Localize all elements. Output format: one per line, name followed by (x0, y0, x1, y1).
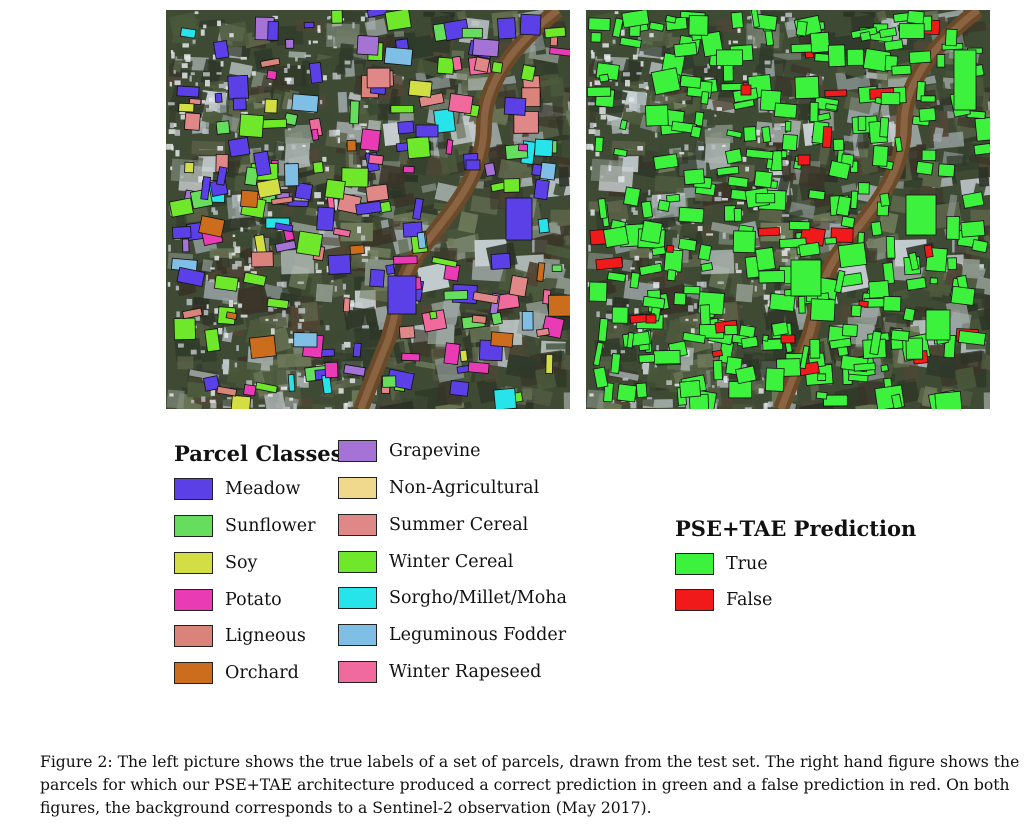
legend-swatch (174, 552, 213, 574)
legend-label: Soy (225, 553, 258, 573)
legend-class-item-orchard: Orchard (174, 660, 299, 686)
legend-swatch (338, 514, 377, 536)
legend-swatch (174, 662, 213, 684)
legend-label: Ligneous (225, 626, 306, 646)
prediction-map-image (586, 10, 990, 409)
legend-label: Meadow (225, 479, 301, 499)
legend-label: False (726, 590, 773, 610)
legend-swatch (174, 515, 213, 537)
legend-label: Orchard (225, 663, 299, 683)
legend-label: Sunflower (225, 516, 316, 536)
legend-prediction-item-true: True (675, 551, 768, 577)
legend-class-item-summer-cereal: Summer Cereal (338, 512, 528, 538)
legend-label: Summer Cereal (389, 515, 529, 535)
prediction-map (586, 10, 990, 409)
legend-label: Winter Cereal (389, 552, 514, 572)
legend-label: Sorgho/Millet/Moha (389, 588, 567, 608)
legend-class-item-soy: Soy (174, 550, 257, 576)
legend-class-item-meadow: Meadow (174, 476, 300, 502)
legend-class-item-sunflower: Sunflower (174, 513, 315, 539)
legend-class-item-winter-cereal: Winter Cereal (338, 549, 513, 575)
legend-label: Non-Agricultural (389, 478, 540, 498)
legend-swatch (174, 478, 213, 500)
legend-swatch (675, 553, 714, 575)
legend-swatch (338, 477, 377, 499)
legend-swatch (338, 587, 377, 609)
legend-label: Winter Rapeseed (389, 662, 542, 682)
legend-class-item-ligneous: Ligneous (174, 623, 306, 649)
legend-swatch (338, 624, 377, 646)
legend-class-item-winter-rapeseed: Winter Rapeseed (338, 659, 541, 685)
legend-classes-title: Parcel Classes (174, 441, 343, 466)
legend-label: Leguminous Fodder (389, 625, 567, 645)
true-labels-map-image (166, 10, 570, 409)
figure-caption: Figure 2: The left picture shows the tru… (40, 751, 1030, 820)
caption-line-1: Figure 2: The left picture shows the tru… (40, 753, 1020, 771)
legend-class-item-sorgho-millet-moha: Sorgho/Millet/Moha (338, 585, 567, 611)
legend-label: Potato (225, 590, 282, 610)
legend-swatch (338, 661, 377, 683)
legend-class-item-leguminous-fodder: Leguminous Fodder (338, 622, 566, 648)
legend-label: True (726, 554, 768, 574)
legend-swatch (174, 625, 213, 647)
legend-swatch (675, 589, 714, 611)
true-labels-map (166, 10, 570, 409)
legend-class-item-non-agricultural: Non-Agricultural (338, 475, 539, 501)
legend-class-item-potato: Potato (174, 587, 282, 613)
legend-swatch (174, 589, 213, 611)
legend-prediction-item-false: False (675, 587, 772, 613)
caption-line-3: figures, the background corresponds to a… (40, 799, 652, 817)
legend-class-item-grapevine: Grapevine (338, 438, 480, 464)
legend-swatch (338, 551, 377, 573)
legend-label: Grapevine (389, 441, 481, 461)
legend-swatch (338, 440, 377, 462)
legend-prediction-title: PSE+TAE Prediction (675, 516, 917, 541)
caption-line-2: parcels for which our PSE+TAE architectu… (40, 776, 1010, 794)
